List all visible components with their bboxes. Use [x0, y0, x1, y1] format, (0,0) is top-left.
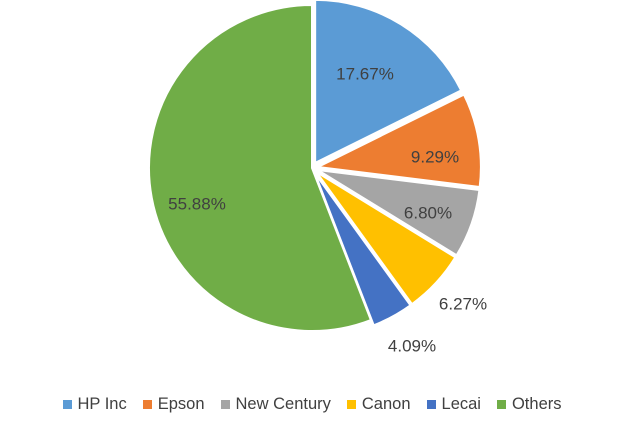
legend-item-lecai: Lecai: [426, 395, 481, 414]
legend-item-hp-inc: HP Inc: [62, 395, 127, 414]
legend-swatch: [62, 400, 72, 409]
legend-item-canon: Canon: [346, 395, 411, 414]
pie-slice-epson: [314, 93, 482, 189]
legend-swatch: [220, 400, 230, 409]
legend-item-epson: Epson: [142, 395, 205, 414]
data-label-others: 55.88%: [168, 194, 226, 213]
legend-item-others: Others: [496, 395, 562, 414]
legend-swatch: [426, 400, 436, 409]
legend-label: HP Inc: [77, 395, 127, 413]
legend-swatch: [346, 400, 356, 409]
legend-label: Others: [511, 395, 562, 413]
legend: HP Inc Epson New Century Canon Lecai Others: [0, 395, 624, 414]
pie-slice-hp-inc: [314, 0, 463, 165]
legend-swatch: [496, 400, 506, 409]
pie-slice-lecai: [313, 172, 412, 327]
pie-slice-new-century: [317, 168, 481, 257]
legend-label: Lecai: [441, 395, 481, 413]
data-label-new-century: 6.80%: [404, 203, 452, 222]
legend-swatch: [142, 400, 152, 409]
pie-slice-canon: [315, 171, 457, 306]
pie-slice-others: [148, 3, 373, 332]
data-label-hp-inc: 17.67%: [336, 64, 394, 83]
legend-item-new-century: New Century: [220, 395, 331, 414]
legend-label: Epson: [157, 395, 205, 413]
data-label-lecai: 4.09%: [388, 336, 436, 355]
legend-label: Canon: [361, 395, 411, 413]
data-label-epson: 9.29%: [411, 147, 459, 166]
data-label-canon: 6.27%: [439, 294, 487, 313]
legend-label: New Century: [235, 395, 331, 413]
